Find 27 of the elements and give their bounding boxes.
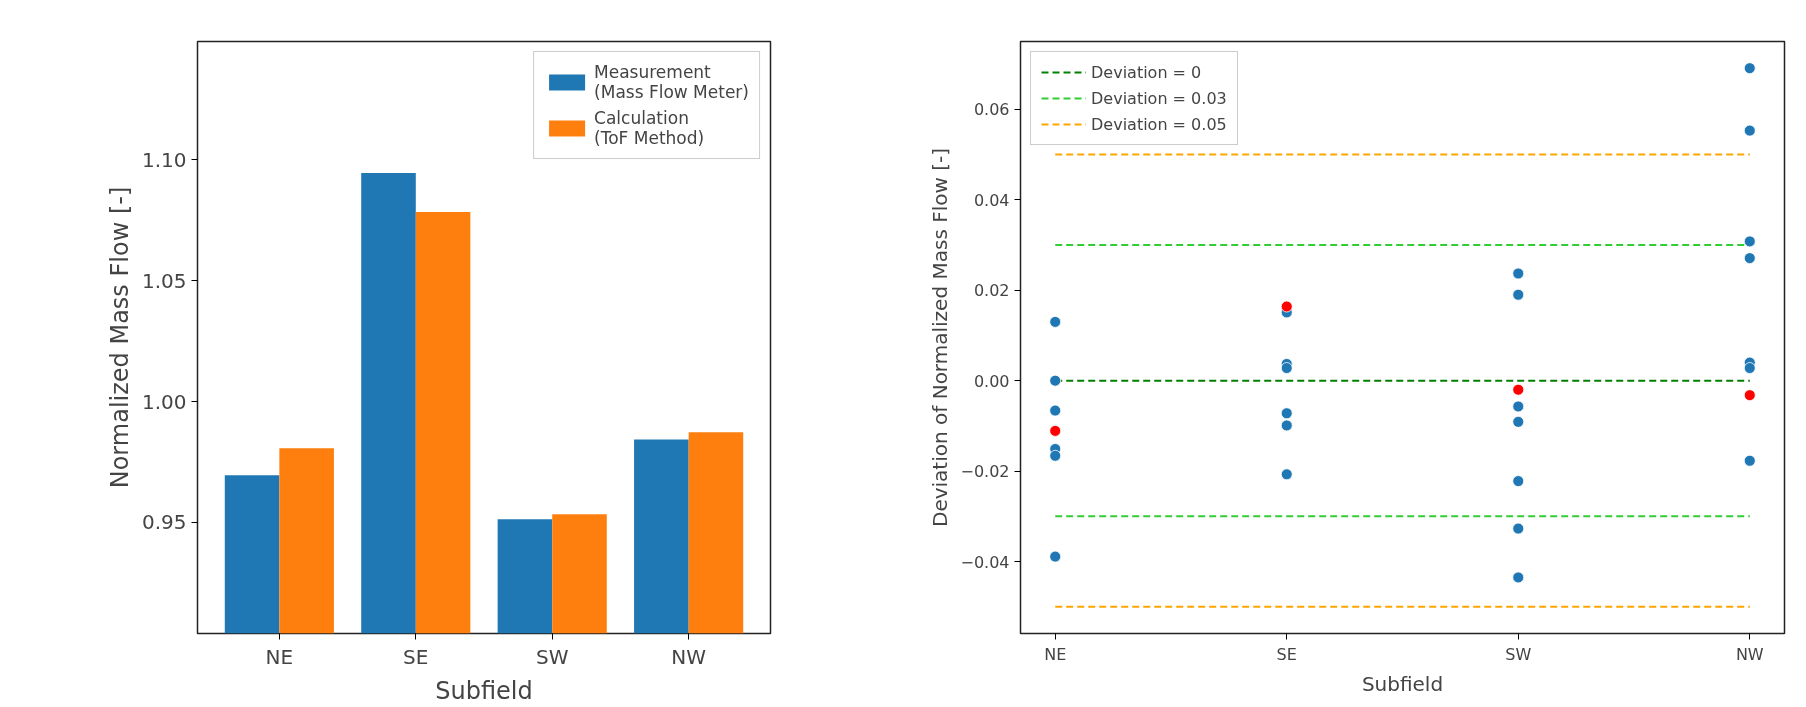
x-axis-title: Subfield xyxy=(435,676,533,705)
y-axis-title: Normalized Mass Flow [-] xyxy=(105,186,134,489)
x-tick-label: SW xyxy=(535,644,569,669)
legend-label: Measurement (Mass Flow Meter) xyxy=(594,62,749,102)
y-tick-label: 0.04 xyxy=(973,190,1010,210)
x-tick-label: NE xyxy=(265,644,294,669)
x-tick-label: SW xyxy=(1505,644,1532,664)
legend-label: Deviation = 0.05 xyxy=(1091,114,1227,134)
y-tick-label: 0.00 xyxy=(973,371,1010,391)
x-tick-label: SE xyxy=(403,644,429,669)
y-tick-label: 1.05 xyxy=(141,268,187,293)
x-tick-label: SE xyxy=(1276,644,1297,664)
x-axis-title: Subfield xyxy=(1361,671,1444,696)
y-tick-label: −0.04 xyxy=(960,552,1010,572)
legend-label: Deviation = 0 xyxy=(1091,62,1202,82)
legend-label: Calculation (ToF Method) xyxy=(594,108,705,148)
y-tick-label: 0.06 xyxy=(973,100,1010,120)
y-tick-label: −0.02 xyxy=(960,462,1010,482)
y-tick-label: 1.10 xyxy=(141,147,187,172)
legend-label: Deviation = 0.03 xyxy=(1091,88,1227,108)
x-tick-label: NW xyxy=(1735,644,1764,664)
y-tick-label: 0.02 xyxy=(973,281,1010,301)
y-tick-label: 1.00 xyxy=(141,389,187,414)
y-tick-label: 0.95 xyxy=(141,510,187,535)
x-tick-label: NE xyxy=(1044,644,1067,664)
x-tick-label: NW xyxy=(671,644,707,669)
y-axis-title: Deviation of Normalized Mass Flow [-] xyxy=(928,148,953,527)
